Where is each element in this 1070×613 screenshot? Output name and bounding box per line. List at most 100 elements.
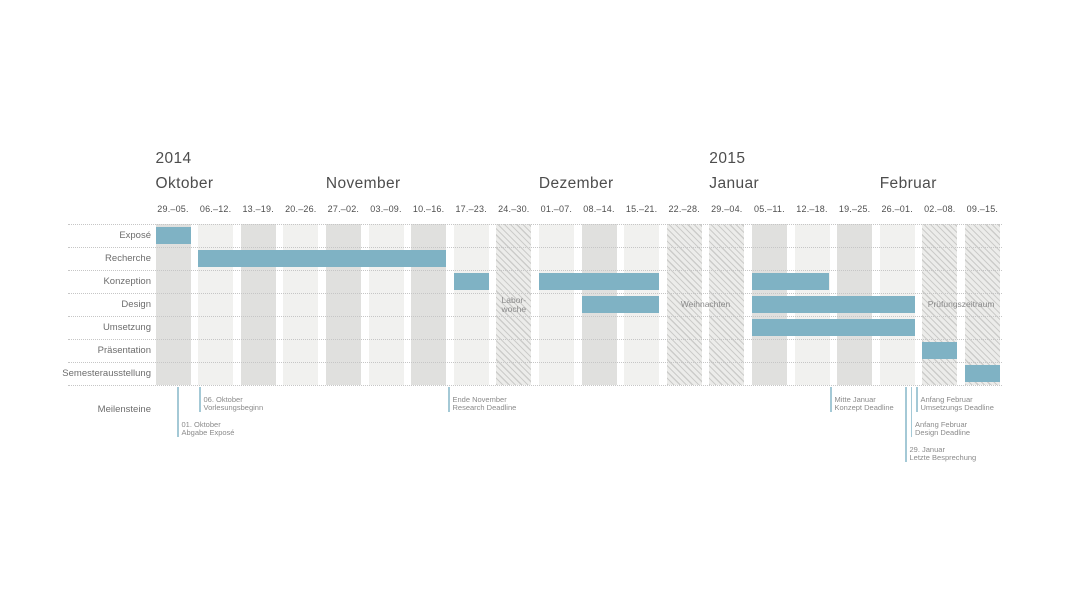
task-bar <box>964 365 1000 382</box>
task-row-label: Recherche <box>105 253 151 264</box>
milestone-date: 06. Oktober <box>203 395 243 404</box>
month-label: Oktober <box>155 175 214 192</box>
special-week-column <box>964 224 1000 385</box>
task-bar <box>581 296 660 313</box>
task-row-label: Umsetzung <box>102 322 151 333</box>
milestone-label: 29. Januar Letzte Besprechung <box>910 446 977 462</box>
week-label: 17.–23. <box>455 204 487 214</box>
special-week-column <box>496 224 532 385</box>
task-row-label: Präsentation <box>97 345 151 356</box>
week-label: 22.–28. <box>668 204 700 214</box>
task-bar <box>751 273 830 290</box>
week-label: 27.–02. <box>327 204 360 214</box>
week-label: 10.–16. <box>412 204 445 214</box>
week-label: 05.–11. <box>754 204 785 214</box>
week-column <box>538 224 574 385</box>
week-column <box>411 224 447 385</box>
task-row-label: Design <box>121 299 151 310</box>
milestone-title: Letzte Besprechung <box>909 453 977 462</box>
milestone-date: Anfang Februar <box>915 420 968 429</box>
milestone-marker <box>199 387 201 412</box>
milestone-marker <box>916 387 918 412</box>
week-label: 09.–15. <box>966 204 999 214</box>
task-bar <box>453 273 489 290</box>
milestone-date: 29. Januar <box>909 445 945 454</box>
special-period-label-line: Labor- <box>501 294 527 305</box>
week-label: 29.–05. <box>157 204 189 214</box>
task-row-label: Exposé <box>119 230 151 241</box>
week-label: 20.–26. <box>285 204 317 214</box>
milestone-label: Anfang Februar Design Deadline <box>915 421 970 437</box>
special-period-label: Prüfungszeitraum <box>928 293 995 316</box>
milestone-marker <box>830 387 832 412</box>
milestone-marker <box>905 387 907 462</box>
special-period-label-line: woche <box>501 303 527 314</box>
week-label: 06.–12. <box>199 204 232 214</box>
milestone-date: Ende November <box>452 395 507 404</box>
special-week-column <box>666 224 702 385</box>
milestone-title: Konzept Deadline <box>834 403 894 412</box>
week-label: 24.–30. <box>498 204 530 214</box>
milestone-date: 01. Oktober <box>181 420 221 429</box>
milestone-title: Abgabe Exposé <box>181 428 235 437</box>
special-period-label: Labor-woche <box>502 293 527 316</box>
milestone-label: 01. Oktober Abgabe Exposé <box>182 421 235 437</box>
milestone-marker <box>448 387 450 412</box>
milestone-title: Vorlesungsbeginn <box>203 403 264 412</box>
milestone-label: Mitte Januar Konzept Deadline <box>835 396 894 412</box>
row-divider <box>68 247 1002 248</box>
month-label: Januar <box>709 175 760 192</box>
row-divider <box>68 270 1002 271</box>
week-column <box>368 224 404 385</box>
milestone-date: Mitte Januar <box>834 395 876 404</box>
week-column <box>198 224 234 385</box>
milestone-title: Research Deadline <box>452 403 517 412</box>
month-label: Dezember <box>538 175 614 192</box>
task-bar <box>751 296 915 313</box>
task-bar <box>538 273 660 290</box>
week-label: 26.–01. <box>881 204 913 214</box>
row-divider <box>68 224 1002 225</box>
task-row-label: Semesterausstellung <box>62 368 151 379</box>
row-divider <box>68 339 1002 340</box>
special-period-label-line: Weihnachten <box>680 299 731 309</box>
milestone-label: Anfang Februar Umsetzungs Deadline <box>921 396 994 412</box>
week-label: 08.–14. <box>583 204 615 214</box>
special-week-column <box>709 224 745 385</box>
milestone-date: Anfang Februar <box>920 395 973 404</box>
row-divider <box>68 316 1002 317</box>
week-label: 13.–19. <box>242 204 274 214</box>
row-divider <box>68 385 1002 386</box>
milestone-title: Umsetzungs Deadline <box>920 403 994 412</box>
task-bar <box>198 250 447 267</box>
week-label: 02.–08. <box>924 204 956 214</box>
month-label: November <box>325 175 401 192</box>
milestone-marker <box>177 387 179 437</box>
week-label: 15.–21. <box>625 204 658 214</box>
week-column <box>453 224 489 385</box>
year-label: 2014 <box>155 150 192 167</box>
month-label: Februar <box>879 175 937 192</box>
milestone-label: Ende November Research Deadline <box>453 396 517 412</box>
milestone-marker <box>910 387 912 437</box>
milestone-label: 06. Oktober Vorlesungsbeginn <box>204 396 264 412</box>
week-label: 12.–18. <box>796 204 828 214</box>
week-column <box>283 224 319 385</box>
week-label: 03.–09. <box>370 204 402 214</box>
week-label: 19.–25. <box>838 204 871 214</box>
row-divider <box>68 362 1002 363</box>
task-bar <box>155 227 191 244</box>
milestone-title: Design Deadline <box>915 428 971 437</box>
week-column <box>240 224 276 385</box>
week-column <box>155 224 191 385</box>
milestones-section-label: Meilensteine <box>97 404 151 415</box>
week-label: 29.–04. <box>711 204 743 214</box>
week-column <box>325 224 361 385</box>
week-label: 01.–07. <box>540 204 573 214</box>
year-label: 2015 <box>709 150 746 167</box>
task-bar <box>922 342 958 359</box>
special-period-label: Weihnachten <box>681 293 730 316</box>
task-row-label: Konzeption <box>103 276 151 287</box>
row-divider <box>68 293 1002 294</box>
